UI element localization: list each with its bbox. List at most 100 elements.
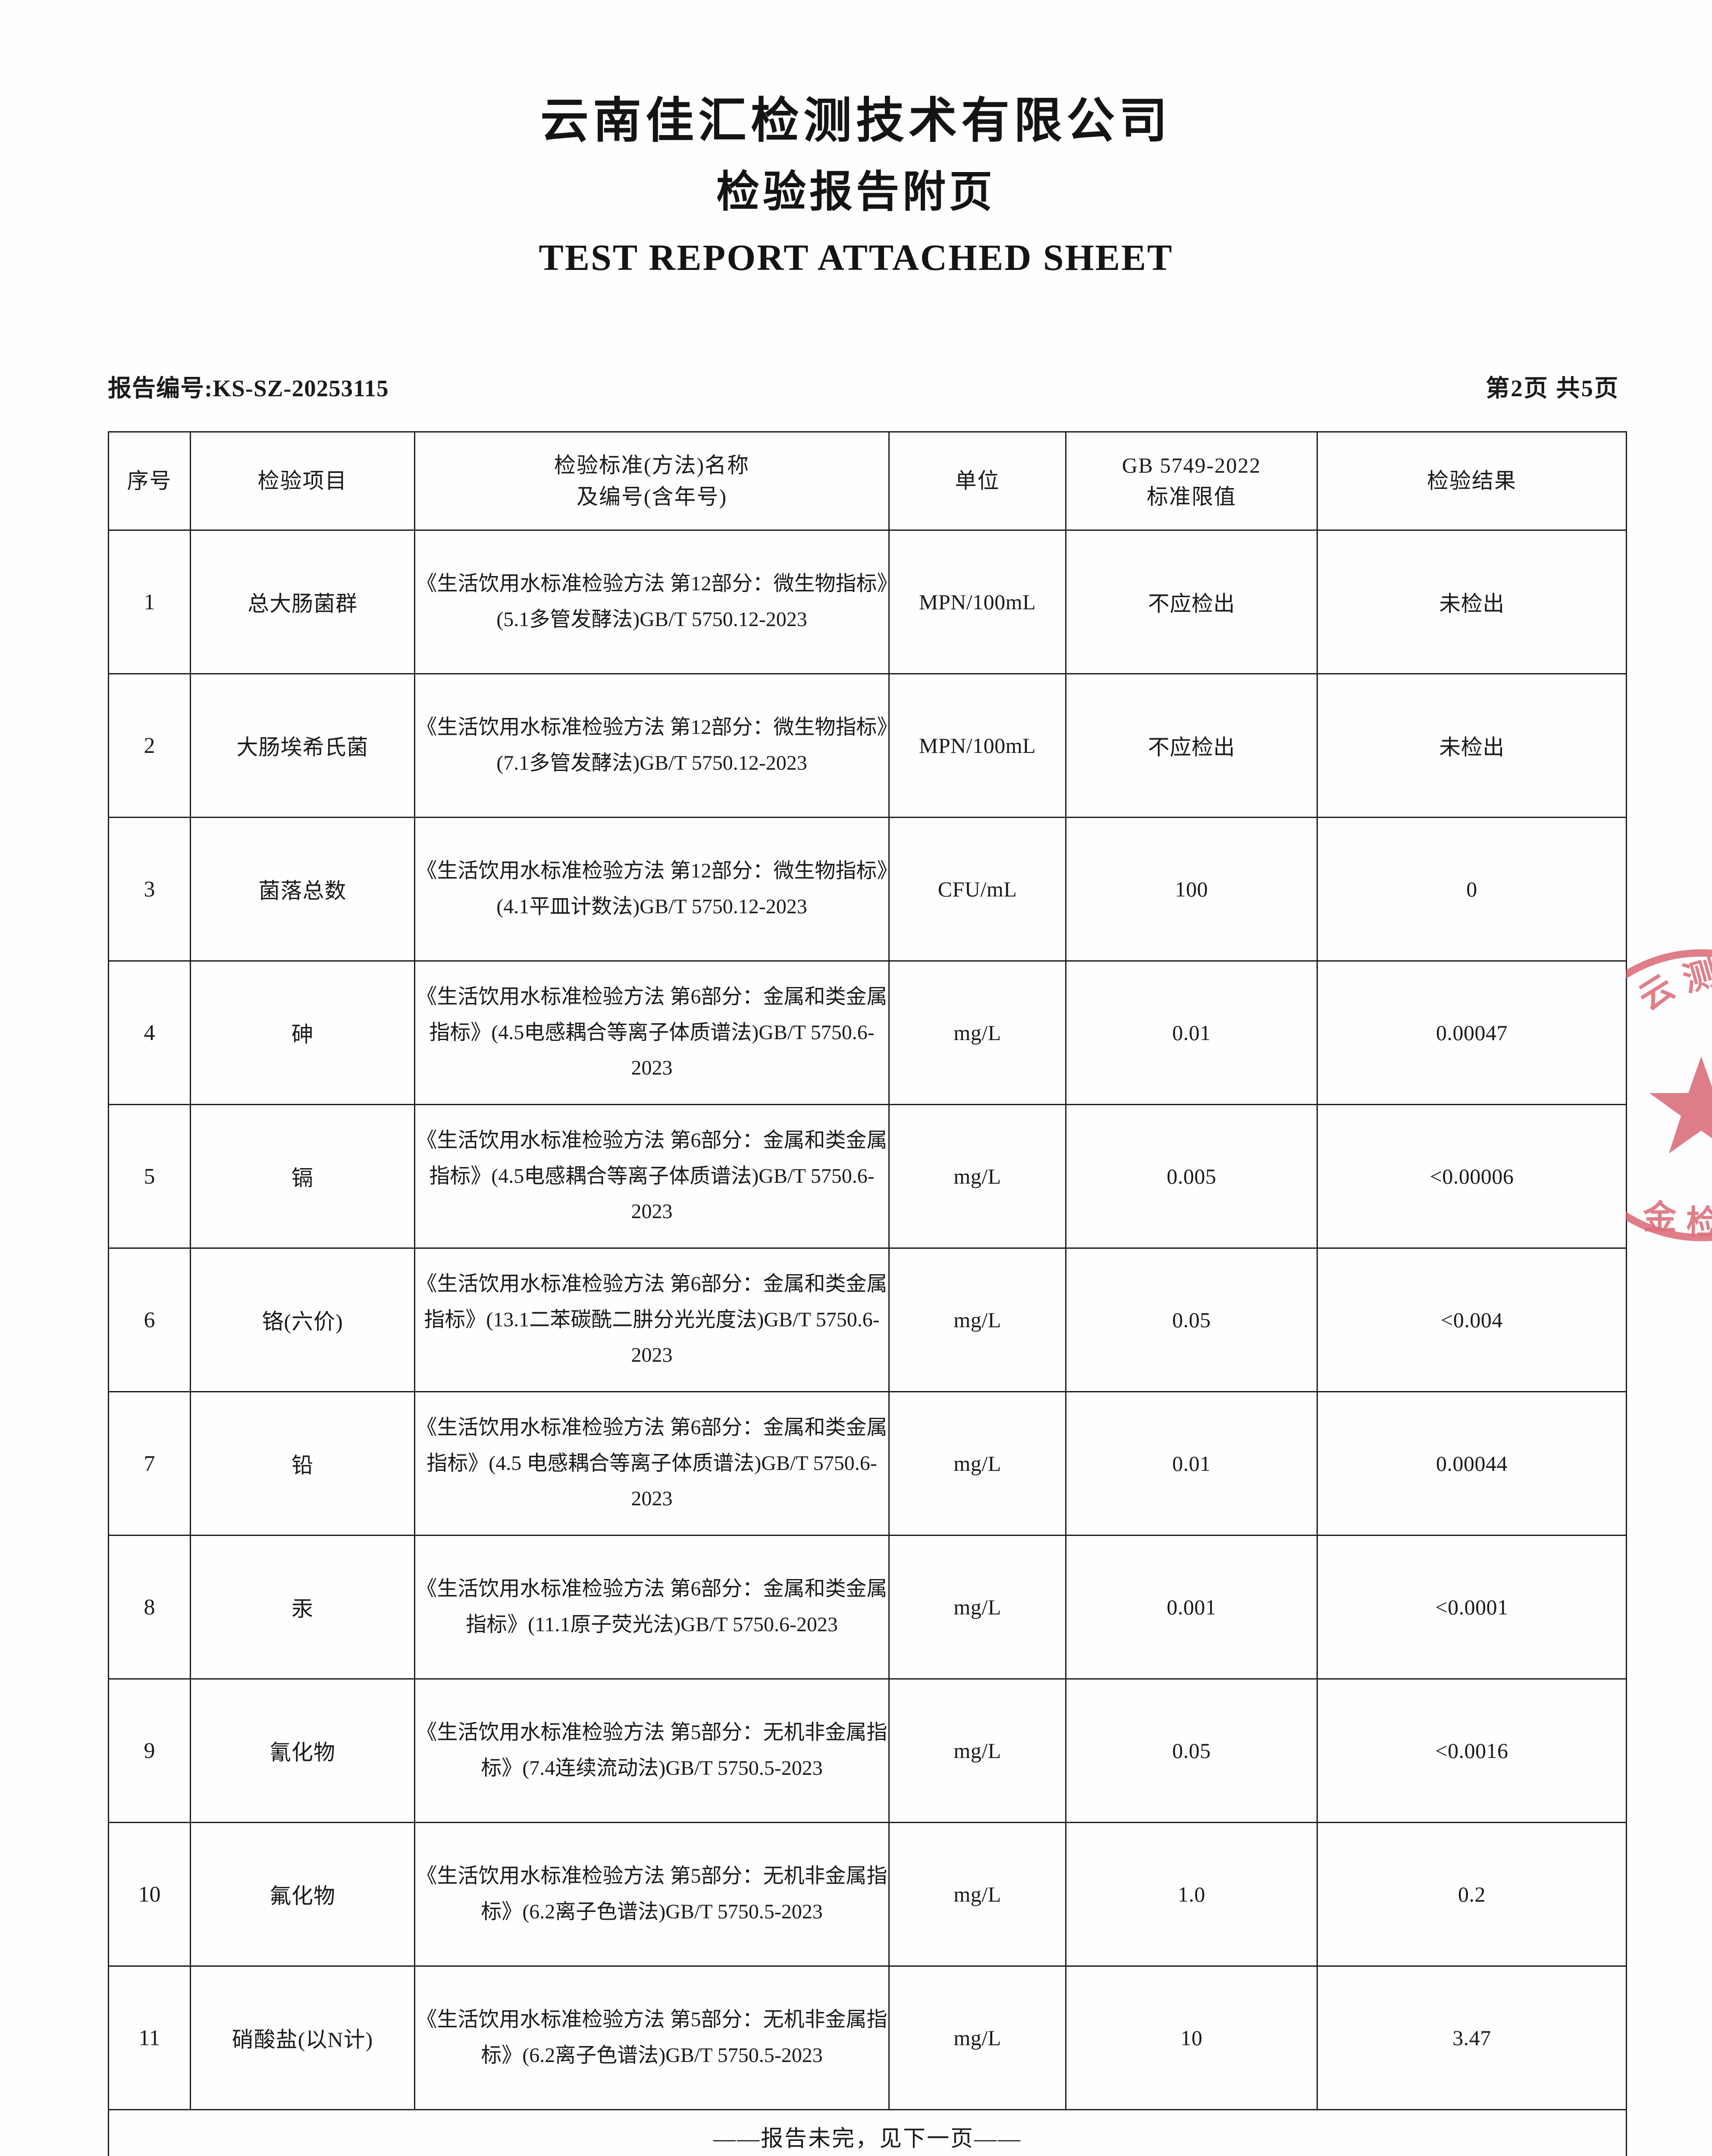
report-continued-note: ——报告未完，见下一页——: [108, 2109, 1627, 2156]
cell-unit: mg/L: [888, 1965, 1066, 2110]
cell-result: 0: [1317, 817, 1627, 962]
cell-result: 0.00047: [1317, 960, 1627, 1105]
table-row: 6 铬(六价) 《生活饮用水标准检验方法 第6部分：金属和类金属指标》(13.1…: [108, 1247, 1627, 1392]
cell-standard: 《生活饮用水标准检验方法 第5部分：无机非金属指标》(6.2离子色谱法)GB/T…: [414, 1822, 890, 1967]
page-indicator: 第2页 共5页: [1486, 375, 1619, 401]
cell-limit: 0.05: [1065, 1247, 1318, 1392]
column-header-standard-line2: 及编号(含年号): [576, 484, 727, 509]
cell-result: <0.0001: [1317, 1535, 1627, 1680]
cell-limit: 0.005: [1065, 1104, 1318, 1249]
svg-text:检: 检: [1686, 1204, 1712, 1241]
svg-text:金: 金: [1643, 1199, 1677, 1236]
document-subtitle-en: TEST REPORT ATTACHED SHEET: [539, 237, 1173, 279]
cell-item: 硝酸盐(以N计): [190, 1965, 415, 2110]
table-row: 10 氟化物 《生活饮用水标准检验方法 第5部分：无机非金属指标》(6.2离子色…: [108, 1822, 1627, 1967]
cell-unit: mg/L: [888, 1535, 1066, 1680]
cell-result: 未检出: [1317, 530, 1627, 674]
column-header-limit-line1: GB 5749-2022: [1122, 453, 1261, 477]
cell-standard: 《生活饮用水标准检验方法 第5部分：无机非金属指标》(6.2离子色谱法)GB/T…: [414, 1965, 890, 2110]
company-seal-stamp: 云 测 金 检: [1626, 914, 1712, 1276]
svg-text:测: 测: [1679, 953, 1712, 999]
cell-standard: 《生活饮用水标准检验方法 第12部分：微生物指标》(4.1平皿计数法)GB/T …: [414, 817, 890, 962]
cell-limit: 100: [1065, 817, 1318, 962]
table-row: 4 砷 《生活饮用水标准检验方法 第6部分：金属和类金属指标》(4.5电感耦合等…: [108, 960, 1627, 1105]
table-body: 1 总大肠菌群 《生活饮用水标准检验方法 第12部分：微生物指标》(5.1多管发…: [108, 530, 1627, 2156]
table-row: 5 镉 《生活饮用水标准检验方法 第6部分：金属和类金属指标》(4.5电感耦合等…: [108, 1104, 1627, 1249]
cell-standard: 《生活饮用水标准检验方法 第5部分：无机非金属指标》(7.4连续流动法)GB/T…: [414, 1678, 890, 1823]
table-row: 7 铅 《生活饮用水标准检验方法 第6部分：金属和类金属指标》(4.5 电感耦合…: [108, 1391, 1627, 1536]
table-row: 3 菌落总数 《生活饮用水标准检验方法 第12部分：微生物指标》(4.1平皿计数…: [108, 817, 1627, 962]
cell-item: 铅: [190, 1391, 415, 1536]
cell-item: 砷: [190, 960, 415, 1105]
results-table: 序号 检验项目 检验标准(方法)名称 及编号(含年号) 单位 GB 5749-2…: [108, 431, 1627, 2156]
cell-result: 3.47: [1317, 1965, 1627, 2110]
column-header-standard: 检验标准(方法)名称 及编号(含年号): [414, 431, 890, 531]
cell-no: 11: [108, 1965, 191, 2110]
cell-standard: 《生活饮用水标准检验方法 第6部分：金属和类金属指标》(4.5电感耦合等离子体质…: [414, 1104, 890, 1249]
cell-limit: 10: [1065, 1965, 1318, 2110]
cell-item: 氰化物: [190, 1678, 415, 1823]
column-header-item: 检验项目: [190, 431, 415, 531]
cell-limit: 不应检出: [1065, 673, 1318, 818]
cell-unit: MPN/100mL: [888, 673, 1066, 818]
table-head: 序号 检验项目 检验标准(方法)名称 及编号(含年号) 单位 GB 5749-2…: [108, 431, 1627, 531]
results-table-wrapper: 序号 检验项目 检验标准(方法)名称 及编号(含年号) 单位 GB 5749-2…: [108, 431, 1627, 2156]
cell-item: 大肠埃希氏菌: [190, 673, 415, 818]
column-header-limit-line2: 标准限值: [1147, 484, 1236, 509]
company-name: 云南佳汇检测技术有限公司: [540, 94, 1172, 148]
cell-limit: 1.0: [1065, 1822, 1318, 1967]
table-row: 9 氰化物 《生活饮用水标准检验方法 第5部分：无机非金属指标》(7.4连续流动…: [108, 1678, 1627, 1823]
cell-no: 5: [108, 1104, 191, 1249]
table-row: 8 汞 《生活饮用水标准检验方法 第6部分：金属和类金属指标》(11.1原子荧光…: [108, 1535, 1627, 1680]
cell-unit: mg/L: [888, 1822, 1066, 1967]
cell-unit: mg/L: [888, 1391, 1066, 1536]
cell-limit: 0.01: [1065, 960, 1318, 1105]
cell-standard: 《生活饮用水标准检验方法 第6部分：金属和类金属指标》(4.5 电感耦合等离子体…: [414, 1391, 890, 1536]
cell-standard: 《生活饮用水标准检验方法 第6部分：金属和类金属指标》(11.1原子荧光法)GB…: [414, 1535, 890, 1680]
cell-result: 0.00044: [1317, 1391, 1627, 1536]
cell-limit: 0.001: [1065, 1535, 1318, 1680]
cell-item: 总大肠菌群: [190, 530, 415, 674]
cell-limit: 不应检出: [1065, 530, 1318, 674]
cell-no: 4: [108, 960, 191, 1105]
cell-no: 2: [108, 673, 191, 818]
cell-result: <0.004: [1317, 1247, 1627, 1392]
cell-no: 8: [108, 1535, 191, 1680]
cell-unit: CFU/mL: [888, 817, 1066, 962]
cell-standard: 《生活饮用水标准检验方法 第12部分：微生物指标》(7.1多管发酵法)GB/T …: [414, 673, 890, 818]
column-header-standard-line1: 检验标准(方法)名称: [554, 453, 750, 477]
column-header-limit: GB 5749-2022 标准限值: [1065, 431, 1318, 531]
cell-result: 0.2: [1317, 1822, 1627, 1967]
report-meta-row: 报告编号:KS-SZ-20253115 第2页 共5页: [108, 369, 1626, 403]
document-header: 云南佳汇检测技术有限公司 检验报告附页 TEST REPORT ATTACHED…: [0, 0, 1712, 279]
column-header-unit: 单位: [888, 431, 1066, 531]
cell-item: 菌落总数: [190, 817, 415, 962]
cell-standard: 《生活饮用水标准检验方法 第12部分：微生物指标》(5.1多管发酵法)GB/T …: [414, 530, 890, 674]
cell-standard: 《生活饮用水标准检验方法 第6部分：金属和类金属指标》(4.5电感耦合等离子体质…: [414, 960, 890, 1105]
column-header-no: 序号: [108, 431, 191, 531]
cell-result: <0.0016: [1317, 1678, 1627, 1823]
cell-limit: 0.05: [1065, 1678, 1318, 1823]
cell-unit: MPN/100mL: [888, 530, 1066, 674]
table-header-row: 序号 检验项目 检验标准(方法)名称 及编号(含年号) 单位 GB 5749-2…: [108, 431, 1627, 531]
cell-no: 3: [108, 817, 191, 962]
cell-unit: mg/L: [888, 960, 1066, 1105]
cell-no: 7: [108, 1391, 191, 1536]
cell-unit: mg/L: [888, 1678, 1066, 1823]
table-row: 11 硝酸盐(以N计) 《生活饮用水标准检验方法 第5部分：无机非金属指标》(6…: [108, 1965, 1627, 2110]
svg-text:云: 云: [1632, 968, 1681, 1017]
cell-no: 6: [108, 1247, 191, 1392]
cell-no: 1: [108, 530, 191, 674]
column-header-result: 检验结果: [1317, 431, 1627, 531]
cell-item: 氟化物: [190, 1822, 415, 1967]
cell-no: 10: [108, 1822, 191, 1967]
cell-no: 9: [108, 1678, 191, 1823]
table-footer-row: ——报告未完，见下一页——: [108, 2109, 1627, 2156]
cell-unit: mg/L: [888, 1104, 1066, 1249]
document-subtitle-cn: 检验报告附页: [716, 168, 996, 216]
table-row: 1 总大肠菌群 《生活饮用水标准检验方法 第12部分：微生物指标》(5.1多管发…: [108, 530, 1627, 674]
cell-item: 铬(六价): [190, 1247, 415, 1392]
cell-result: 未检出: [1317, 673, 1627, 818]
cell-item: 镉: [190, 1104, 415, 1249]
